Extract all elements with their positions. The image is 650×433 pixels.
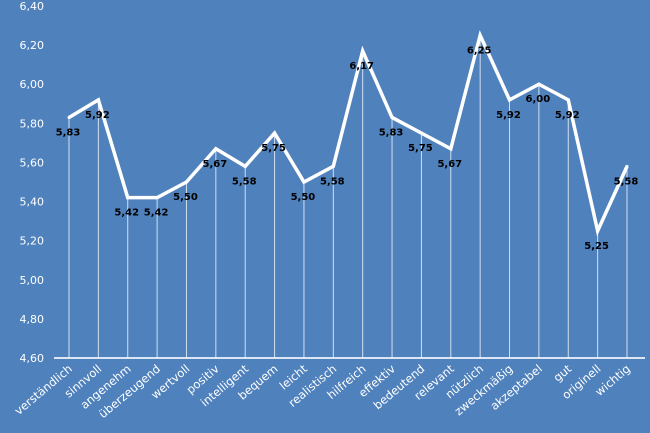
data-point xyxy=(449,147,453,151)
y-tick-label: 5,20 xyxy=(20,235,45,248)
data-label: 5,42 xyxy=(114,208,139,219)
series-line xyxy=(68,30,629,237)
data-label: 5,25 xyxy=(584,241,609,252)
data-point xyxy=(126,196,130,200)
data-point xyxy=(537,82,541,86)
y-tick-label: 5,60 xyxy=(20,156,45,169)
y-tick-label: 5,40 xyxy=(20,196,45,209)
y-tick-label: 6,40 xyxy=(20,0,45,13)
data-label: 5,83 xyxy=(379,127,404,138)
data-label: 6,00 xyxy=(526,94,551,105)
y-tick-label: 6,00 xyxy=(20,78,45,91)
data-label: 5,67 xyxy=(202,159,227,170)
data-point xyxy=(419,131,423,135)
data-label: 5,75 xyxy=(261,143,286,154)
data-label: 5,92 xyxy=(496,110,521,121)
y-tick-label: 4,80 xyxy=(20,313,45,326)
data-point xyxy=(478,33,482,37)
data-label: 5,83 xyxy=(56,127,81,138)
data-label: 5,42 xyxy=(144,208,169,219)
data-point xyxy=(508,98,512,102)
data-point xyxy=(273,131,277,135)
data-point xyxy=(390,115,394,119)
data-label: 5,58 xyxy=(614,176,639,187)
data-label: 5,92 xyxy=(555,110,580,121)
data-point xyxy=(596,229,600,233)
data-label: 5,50 xyxy=(291,192,316,203)
data-label: 5,75 xyxy=(408,143,433,154)
data-label: 5,58 xyxy=(232,176,257,187)
data-point xyxy=(184,180,188,184)
data-label: 5,67 xyxy=(437,159,462,170)
y-tick-label: 6,20 xyxy=(20,39,45,52)
y-tick-label: 5,00 xyxy=(20,274,45,287)
data-point xyxy=(566,98,570,102)
data-point xyxy=(67,115,71,119)
data-label: 5,50 xyxy=(173,192,198,203)
data-point xyxy=(625,164,629,168)
y-tick-label: 4,60 xyxy=(20,352,45,365)
y-tick-label: 5,80 xyxy=(20,117,45,130)
data-label: 5,92 xyxy=(85,110,110,121)
data-point xyxy=(331,164,335,168)
data-point xyxy=(96,98,100,102)
data-point xyxy=(155,196,159,200)
data-label: 6,25 xyxy=(467,45,492,56)
data-point xyxy=(302,180,306,184)
data-point xyxy=(243,164,247,168)
data-point xyxy=(214,147,218,151)
data-label: 6,17 xyxy=(349,61,374,72)
data-label: 5,58 xyxy=(320,176,345,187)
data-point xyxy=(361,49,365,53)
